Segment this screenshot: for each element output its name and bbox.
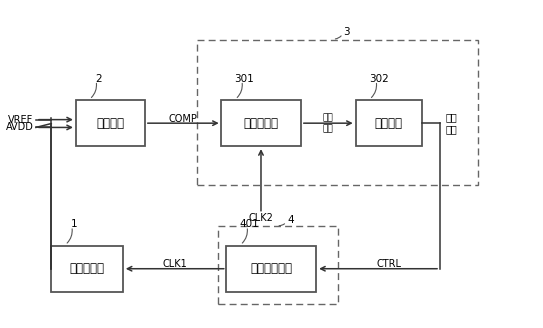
Text: 3: 3 [344, 27, 350, 37]
Text: COMP: COMP [169, 113, 198, 124]
Bar [51, 246, 123, 292]
Text: 时钟产生电路: 时钟产生电路 [250, 262, 292, 275]
Text: 2: 2 [95, 74, 102, 84]
Text: 转换电路: 转换电路 [375, 117, 403, 130]
Text: 4: 4 [287, 215, 294, 225]
Bar [75, 100, 144, 146]
Text: 温度
计码: 温度 计码 [323, 113, 333, 133]
FancyArrowPatch shape [237, 83, 242, 97]
Text: CLK1: CLK1 [163, 259, 187, 269]
FancyArrowPatch shape [67, 229, 72, 243]
FancyArrowPatch shape [91, 83, 97, 97]
Text: 401: 401 [239, 219, 260, 229]
FancyArrowPatch shape [242, 229, 248, 243]
Text: 电荷泵电路: 电荷泵电路 [70, 262, 105, 275]
Text: 302: 302 [369, 74, 388, 84]
Text: 二进
制码: 二进 制码 [445, 113, 457, 134]
FancyArrowPatch shape [279, 224, 285, 226]
Bar [226, 246, 316, 292]
Bar [197, 40, 478, 185]
Text: 301: 301 [235, 74, 254, 84]
Bar [356, 100, 422, 146]
Text: CTRL: CTRL [376, 259, 401, 269]
Bar [222, 100, 301, 146]
Text: AVDD: AVDD [5, 122, 33, 133]
Text: VREF: VREF [8, 114, 33, 125]
FancyArrowPatch shape [371, 83, 376, 97]
Bar [218, 226, 338, 304]
Text: 1: 1 [71, 219, 78, 229]
Text: CLK2: CLK2 [249, 213, 274, 223]
Text: 比较电路: 比较电路 [96, 117, 124, 130]
FancyArrowPatch shape [336, 36, 341, 39]
Text: 移位寄存器: 移位寄存器 [243, 117, 279, 130]
